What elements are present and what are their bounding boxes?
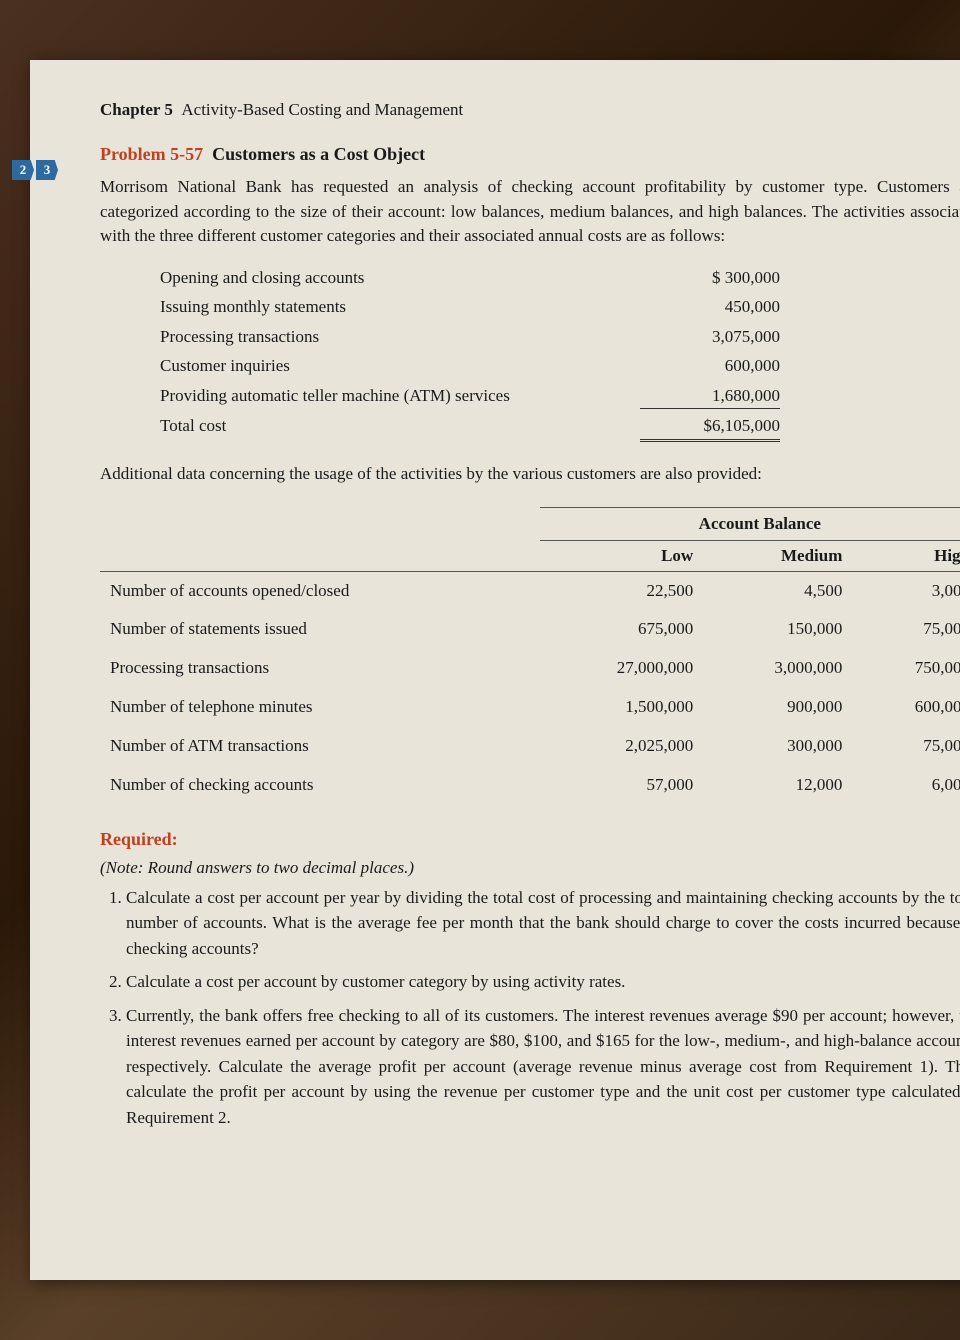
learning-objective-badges: 2 3 xyxy=(12,160,58,180)
problem-intro: Morrisom National Bank has requested an … xyxy=(100,175,960,249)
chapter-title: Activity-Based Costing and Management xyxy=(181,100,463,119)
table-row: Providing automatic teller machine (ATM)… xyxy=(160,381,780,412)
table-row: Number of checking accounts57,00012,0006… xyxy=(100,766,960,805)
cell-value: 300,000 xyxy=(703,727,852,766)
cell-value: 12,000 xyxy=(703,766,852,805)
table-row: Issuing monthly statements 450,000 xyxy=(160,292,780,322)
cell-value: 900,000 xyxy=(703,688,852,727)
problem-heading: Problem 5-57 Customers as a Cost Object xyxy=(100,144,960,165)
column-header: High xyxy=(852,540,960,571)
cell-value: 150,000 xyxy=(703,610,852,649)
cost-label: Issuing monthly statements xyxy=(160,294,346,320)
cell-value: 1,500,000 xyxy=(540,688,704,727)
row-label: Number of accounts opened/closed xyxy=(100,571,540,610)
table-row: Number of telephone minutes1,500,000900,… xyxy=(100,688,960,727)
cost-amount: 450,000 xyxy=(640,294,780,320)
cell-value: 4,500 xyxy=(703,571,852,610)
cost-label: Total cost xyxy=(160,413,226,442)
column-header: Low xyxy=(540,540,704,571)
cell-value: 75,000 xyxy=(852,610,960,649)
problem-number: Problem 5-57 xyxy=(100,144,203,164)
cell-value: 75,000 xyxy=(852,727,960,766)
table-row: Opening and closing accounts $ 300,000 xyxy=(160,263,780,293)
table-row: Total cost $6,105,000 xyxy=(160,411,780,444)
requirement-item: Calculate a cost per account per year by… xyxy=(126,885,960,962)
cell-value: 3,000,000 xyxy=(703,649,852,688)
cost-label: Customer inquiries xyxy=(160,353,290,379)
table-row: Number of statements issued675,000150,00… xyxy=(100,610,960,649)
cell-value: 2,025,000 xyxy=(540,727,704,766)
cost-amount: $6,105,000 xyxy=(640,413,780,442)
cost-amount: 1,680,000 xyxy=(640,383,780,410)
objective-badge: 2 xyxy=(12,160,34,180)
cell-value: 22,500 xyxy=(540,571,704,610)
table-row: Number of ATM transactions2,025,000300,0… xyxy=(100,727,960,766)
textbook-page: Chapter 5 Activity-Based Costing and Man… xyxy=(30,60,960,1280)
cell-value: 6,000 xyxy=(852,766,960,805)
column-header: Medium xyxy=(703,540,852,571)
cell-value: 675,000 xyxy=(540,610,704,649)
cost-label: Processing transactions xyxy=(160,324,319,350)
row-label: Processing transactions xyxy=(100,649,540,688)
row-label: Number of ATM transactions xyxy=(100,727,540,766)
row-label: Number of statements issued xyxy=(100,610,540,649)
requirement-item: Calculate a cost per account by customer… xyxy=(126,969,960,995)
cost-amount: 3,075,000 xyxy=(640,324,780,350)
additional-text: Additional data concerning the usage of … xyxy=(100,462,960,487)
cost-label: Providing automatic teller machine (ATM)… xyxy=(160,383,510,410)
objective-badge: 3 xyxy=(36,160,58,180)
row-label: Number of telephone minutes xyxy=(100,688,540,727)
table-row: Number of accounts opened/closed22,5004,… xyxy=(100,571,960,610)
cell-value: 750,000 xyxy=(852,649,960,688)
problem-title: Customers as a Cost Object xyxy=(212,144,425,164)
cell-value: 600,000 xyxy=(852,688,960,727)
desk-background: Chapter 5 Activity-Based Costing and Man… xyxy=(0,0,960,1340)
usage-table: Account Balance Low Medium High Number o… xyxy=(100,507,960,805)
table-row: Processing transactions27,000,0003,000,0… xyxy=(100,649,960,688)
table-row: Customer inquiries 600,000 xyxy=(160,351,780,381)
cell-value: 3,000 xyxy=(852,571,960,610)
cost-amount: $ 300,000 xyxy=(640,265,780,291)
chapter-header: Chapter 5 Activity-Based Costing and Man… xyxy=(100,100,960,120)
super-header: Account Balance xyxy=(540,507,960,540)
cell-value: 27,000,000 xyxy=(540,649,704,688)
note: (Note: Round answers to two decimal plac… xyxy=(100,858,414,877)
cost-amount: 600,000 xyxy=(640,353,780,379)
cell-value: 57,000 xyxy=(540,766,704,805)
requirements-list: Calculate a cost per account per year by… xyxy=(100,885,960,1131)
chapter-label: Chapter 5 xyxy=(100,100,173,119)
row-label: Number of checking accounts xyxy=(100,766,540,805)
cost-label: Opening and closing accounts xyxy=(160,265,364,291)
cost-table: Opening and closing accounts $ 300,000 I… xyxy=(160,263,780,444)
requirement-item: Currently, the bank offers free checking… xyxy=(126,1003,960,1131)
table-row: Processing transactions 3,075,000 xyxy=(160,322,780,352)
required-label: Required: xyxy=(100,829,960,850)
